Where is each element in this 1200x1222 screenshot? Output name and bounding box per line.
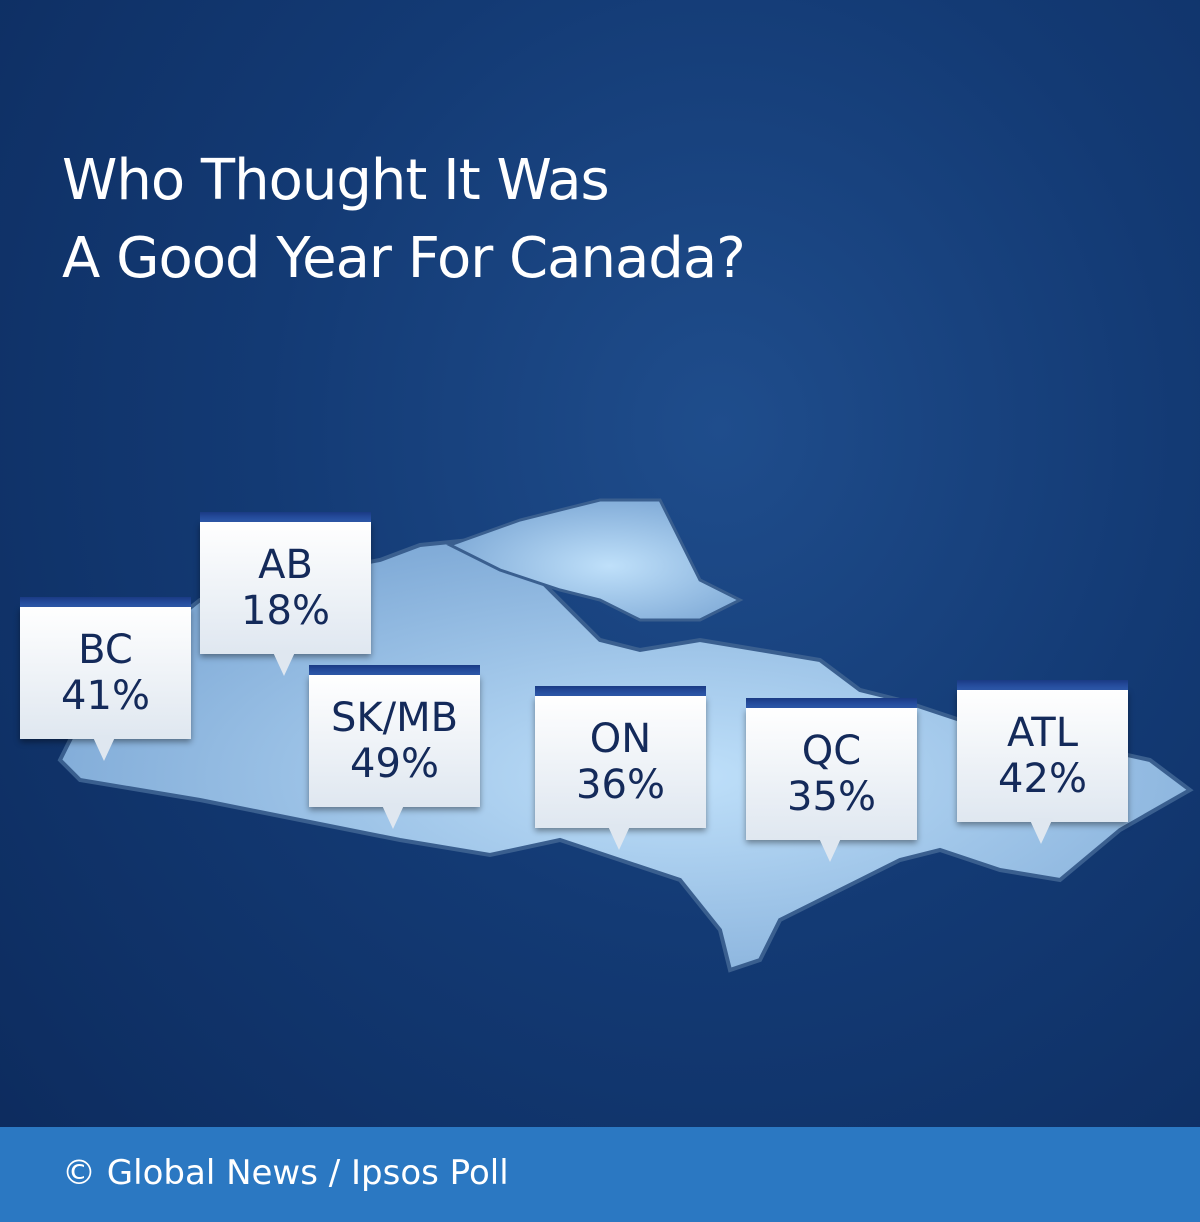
- credit: © Global News / Ipsos Poll: [62, 1153, 509, 1193]
- callout-strip: [309, 665, 480, 675]
- region-label: QC: [801, 728, 862, 774]
- callout-strip: [535, 686, 706, 696]
- callout-pointer: [92, 735, 116, 761]
- region-callout: SK/MB 49%: [309, 665, 480, 829]
- region-callout: QC 35%: [746, 698, 917, 862]
- callout-strip: [200, 512, 371, 522]
- callout-strip: [957, 680, 1128, 690]
- canada-map: [57, 498, 1194, 973]
- region-label: BC: [78, 627, 133, 673]
- callout-box: ON 36%: [535, 696, 706, 828]
- callout-pointer: [818, 836, 842, 862]
- arctic-islands: [446, 498, 744, 622]
- region-value: 49%: [350, 741, 439, 787]
- callout-box: ATL 42%: [957, 690, 1128, 822]
- callout-strip: [746, 698, 917, 708]
- region-value: 35%: [787, 774, 876, 820]
- callout-pointer: [381, 803, 405, 829]
- callout-box: BC 41%: [20, 607, 191, 739]
- callout-box: QC 35%: [746, 708, 917, 840]
- callout-box: AB 18%: [200, 522, 371, 654]
- callout-pointer: [1029, 818, 1053, 844]
- region-label: ON: [589, 716, 652, 762]
- region-callout: BC 41%: [20, 597, 191, 761]
- region-callout: AB 18%: [200, 512, 371, 676]
- callout-box: SK/MB 49%: [309, 675, 480, 807]
- title-line: Who Thought It Was: [62, 148, 610, 213]
- region-value: 18%: [241, 588, 330, 634]
- region-label: SK/MB: [330, 695, 459, 741]
- region-callout: ATL 42%: [957, 680, 1128, 844]
- callout-strip: [20, 597, 191, 607]
- region-value: 36%: [576, 762, 665, 808]
- region-label: AB: [258, 542, 313, 588]
- region-value: 41%: [61, 673, 150, 719]
- region-label: ATL: [1007, 710, 1078, 756]
- title-line: A Good Year For Canada?: [62, 226, 746, 291]
- callout-pointer: [607, 824, 631, 850]
- region-value: 42%: [998, 756, 1087, 802]
- footer: © Global News / Ipsos Poll: [0, 1127, 1200, 1222]
- region-callout: ON 36%: [535, 686, 706, 850]
- callout-pointer: [272, 650, 296, 676]
